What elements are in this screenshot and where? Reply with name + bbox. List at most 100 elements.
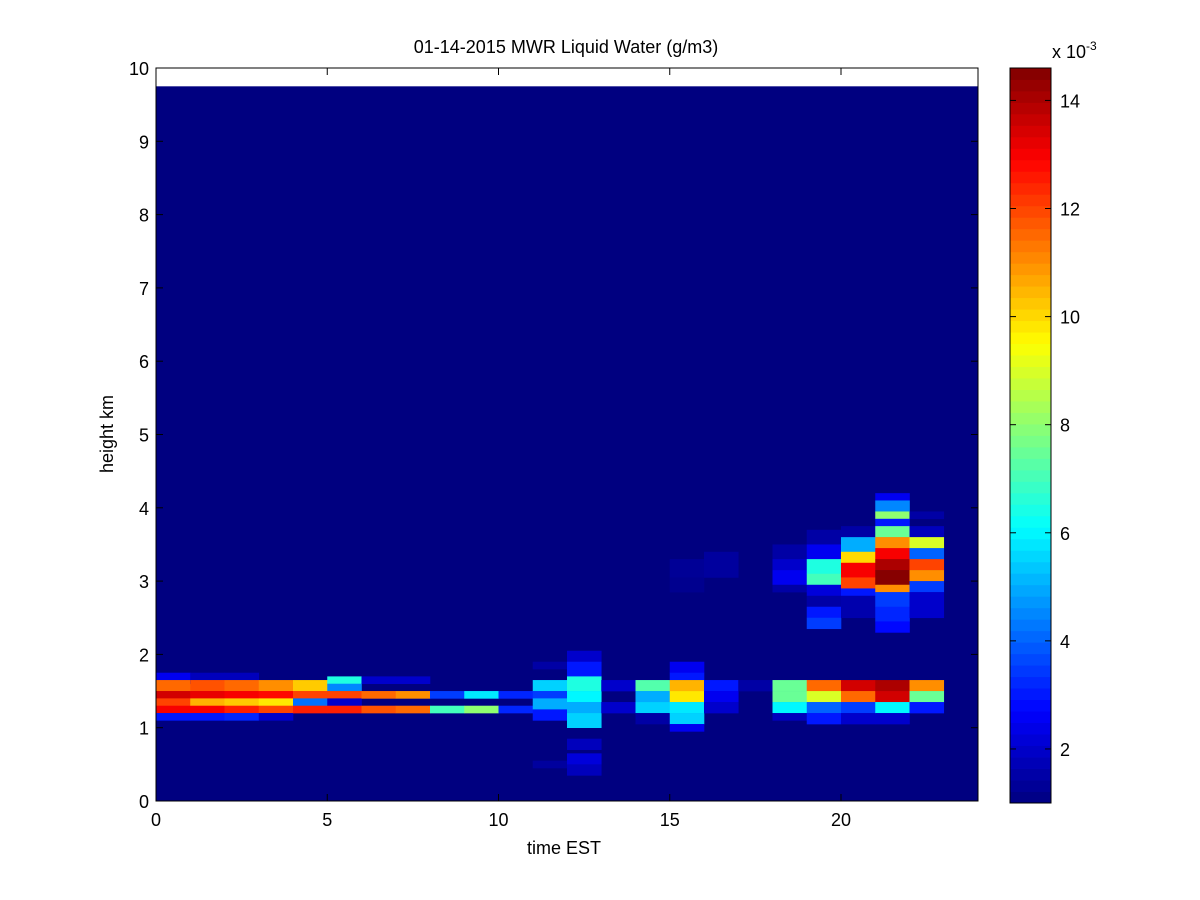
y-tick-label: 8	[139, 206, 149, 226]
y-tick-label: 3	[139, 572, 149, 592]
colorbar-tick-label: 4	[1060, 632, 1070, 652]
heatmap-cell	[909, 526, 945, 538]
heatmap-cell	[772, 680, 808, 692]
colorbar-tick-label: 12	[1060, 200, 1080, 220]
heatmap-cell	[772, 570, 808, 586]
heatmap-cell	[532, 661, 568, 670]
colorbar-tick-label: 6	[1060, 524, 1070, 544]
heatmap-cell	[532, 691, 568, 699]
y-tick-label: 9	[139, 132, 149, 152]
heatmap-cell	[224, 705, 260, 714]
colorbar-band	[1010, 734, 1051, 746]
heatmap-cell	[190, 713, 225, 721]
axis-ticks: 0 5 10 15 20 0 1 2 3 4 5 6 7 8 9 10	[129, 59, 978, 830]
colorbar-band	[1010, 481, 1051, 494]
heatmap-cell	[635, 702, 671, 714]
heatmap-cell	[258, 698, 294, 707]
heatmap-cell	[361, 705, 397, 714]
heatmap-cell	[704, 702, 739, 714]
colorbar-tick-label: 14	[1060, 91, 1080, 111]
heatmap-cell	[293, 698, 328, 707]
y-tick-label: 10	[129, 59, 149, 79]
colorbar-band	[1010, 630, 1051, 643]
colorbar-band	[1010, 79, 1051, 92]
heatmap-cell	[841, 562, 876, 578]
heatmap-cell	[806, 680, 842, 692]
colorbar-band	[1010, 768, 1051, 781]
colorbar-band	[1010, 389, 1051, 402]
colorbar: 2 4 6 8 10 12 14	[1009, 67, 1080, 804]
colorbar-band	[1010, 286, 1051, 299]
heatmap-cell	[532, 709, 568, 721]
heatmap-cell	[841, 537, 876, 553]
heatmap-cell	[567, 661, 602, 677]
heatmap-cell	[909, 537, 945, 549]
heatmap-cell	[601, 680, 636, 692]
heatmap-cell	[875, 493, 910, 501]
heatmap-cell	[498, 691, 534, 699]
y-tick-label: 5	[139, 426, 149, 446]
heatmap-cell	[327, 691, 362, 699]
colorbar-band	[1010, 320, 1051, 333]
heatmap-cell	[669, 672, 705, 681]
heatmap-cell	[361, 691, 397, 699]
heatmap-cell	[875, 526, 910, 538]
heatmap-cell	[498, 705, 534, 714]
colorbar-band	[1010, 619, 1051, 632]
heatmap-cell	[806, 584, 842, 597]
heatmap-cell	[190, 680, 225, 692]
colorbar-band	[1010, 194, 1051, 207]
heatmap-cell	[806, 702, 842, 714]
heatmap-cell	[669, 661, 705, 674]
colorbar-tick-label: 8	[1060, 416, 1070, 436]
colorbar-band	[1010, 332, 1051, 345]
colorbar-band	[1010, 263, 1051, 276]
heatmap-cell	[909, 680, 945, 692]
heatmap-cell	[567, 676, 602, 692]
heatmap-cell	[806, 529, 842, 545]
heatmap-cell	[841, 526, 876, 538]
colorbar-band	[1010, 125, 1051, 138]
heatmap-cell	[567, 738, 602, 750]
heatmap-cell	[772, 713, 808, 721]
colorbar-band	[1010, 469, 1051, 482]
colorbar-band	[1010, 757, 1051, 769]
heatmap-cell	[841, 595, 876, 619]
heatmap-cell	[567, 713, 602, 728]
heatmap-cell	[772, 691, 808, 703]
colorbar-band	[1010, 446, 1051, 459]
heatmap-cell	[327, 705, 362, 714]
heatmap-cell	[190, 705, 225, 714]
heatmap-cell	[224, 691, 260, 699]
heatmap-cell	[532, 680, 568, 692]
heatmap-cell	[669, 713, 705, 725]
colorbar-band	[1010, 148, 1051, 161]
colorbar-tick-label: 10	[1060, 308, 1080, 328]
heatmap-cell	[909, 570, 945, 582]
heatmap-cell	[875, 511, 910, 520]
x-axis-label: time EST	[527, 838, 601, 858]
colorbar-band	[1010, 665, 1051, 678]
heatmap-cell	[669, 691, 705, 703]
colorbar-band	[1010, 699, 1051, 712]
colorbar-tick-label: 2	[1060, 740, 1070, 760]
colorbar-band	[1010, 297, 1051, 310]
heatmap-cell	[224, 680, 260, 692]
heatmap-cell	[258, 705, 294, 714]
colorbar-band	[1010, 366, 1051, 379]
y-tick-label: 2	[139, 645, 149, 665]
colorbar-band	[1010, 653, 1051, 666]
x-tick-label: 20	[831, 810, 851, 830]
colorbar-band	[1010, 217, 1051, 230]
y-tick-label: 6	[139, 352, 149, 372]
heatmap-cell	[669, 702, 705, 714]
colorbar-band	[1010, 527, 1051, 540]
heatmap-cell	[806, 691, 842, 703]
heatmap-cell	[327, 683, 362, 692]
colorbar-band	[1010, 492, 1051, 505]
colorbar-band	[1010, 136, 1051, 149]
heatmap-cell	[361, 676, 397, 685]
colorbar-band	[1010, 355, 1051, 367]
colorbar-band	[1010, 171, 1051, 184]
